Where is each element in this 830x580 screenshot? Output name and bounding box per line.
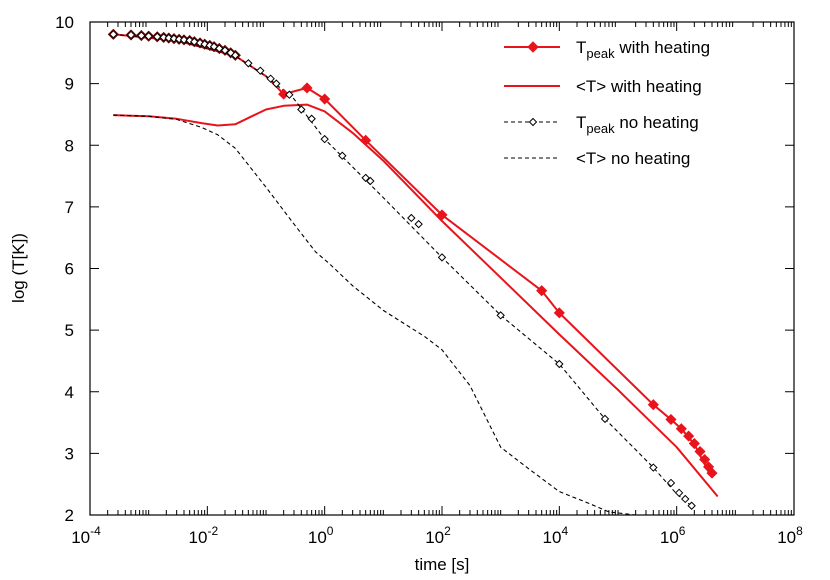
marker-0	[694, 445, 706, 458]
marker-2	[205, 41, 214, 50]
legend-marker-2	[528, 117, 538, 127]
marker-2	[266, 74, 275, 83]
y-tick-labels: 2 3 4 5 6 7 8 9 10	[55, 13, 74, 525]
marker-2	[649, 463, 658, 472]
marker-2	[338, 151, 347, 160]
marker-2	[137, 31, 146, 40]
marker-2	[361, 173, 370, 183]
marker-2	[285, 90, 294, 99]
marker-2	[164, 33, 173, 43]
axis-ticks	[89, 21, 795, 516]
legend-label-0: Tpeak with heating	[576, 38, 710, 61]
marker-0	[665, 413, 677, 426]
marker-2	[220, 46, 230, 55]
y-tick-label: 4	[65, 383, 74, 402]
x-tick-label: 104	[543, 524, 569, 547]
legend-marker-0	[527, 41, 539, 53]
marker-0	[683, 430, 695, 442]
marker-2	[674, 488, 684, 498]
marker-2	[126, 30, 136, 40]
marker-0	[360, 134, 372, 146]
marker-2	[366, 176, 375, 186]
marker-2	[297, 105, 306, 114]
series-line-0	[113, 33, 710, 473]
marker-2	[272, 79, 281, 88]
marker-2	[496, 311, 505, 320]
x-tick-label: 102	[425, 524, 451, 547]
marker-2	[687, 501, 696, 510]
x-tick-label: 10-4	[71, 524, 101, 547]
marker-0	[706, 467, 718, 479]
marker-0	[675, 423, 687, 435]
x-tick-label: 108	[777, 524, 803, 547]
marker-0	[278, 88, 290, 100]
marker-2	[320, 134, 329, 144]
marker-2	[179, 35, 189, 45]
marker-2	[200, 39, 209, 49]
y-tick-label: 9	[65, 75, 74, 94]
series-line-2	[113, 33, 692, 507]
y-tick-label: 8	[65, 136, 74, 155]
y-tick-label: 3	[65, 444, 74, 463]
marker-2	[109, 30, 118, 39]
x-tick-label: 106	[660, 524, 686, 547]
marker-0	[436, 209, 448, 221]
marker-2	[153, 32, 162, 41]
legend-label-2: Tpeak no heating	[576, 113, 699, 136]
x-axis-label: time [s]	[415, 555, 470, 574]
marker-0	[688, 437, 700, 450]
marker-0	[319, 93, 331, 105]
marker-2	[144, 31, 153, 41]
marker-2	[256, 66, 265, 75]
marker-2	[195, 38, 205, 48]
marker-2	[555, 359, 564, 369]
marker-2	[437, 253, 447, 262]
marker-2	[190, 37, 199, 46]
marker-0	[301, 82, 313, 94]
legend-label-3: <T> no heating	[576, 149, 690, 168]
x-tick-label: 100	[308, 524, 334, 547]
marker-2	[174, 35, 184, 44]
x-tick-labels: 10-4 10-2 100 102 104 106 108	[71, 524, 803, 547]
marker-0	[553, 307, 565, 319]
plot-area	[89, 21, 795, 516]
marker-2	[307, 114, 316, 123]
x-tick-label: 10-2	[189, 524, 219, 547]
marker-2	[185, 36, 194, 45]
marker-2	[407, 213, 416, 223]
y-tick-label: 5	[65, 321, 74, 340]
marker-2	[600, 414, 610, 424]
marker-2	[159, 33, 168, 42]
marker-2	[244, 59, 253, 68]
y-tick-label: 2	[65, 506, 74, 525]
legend: Tpeak with heating <T> with heating Tpeak …	[504, 38, 710, 168]
series-lines	[113, 33, 719, 516]
y-tick-label: 7	[65, 198, 74, 217]
marker-2	[666, 478, 676, 488]
marker-2	[169, 34, 179, 43]
marker-0	[699, 453, 711, 466]
legend-label-1: <T> with heating	[576, 77, 702, 96]
marker-0	[536, 285, 548, 297]
y-axis-label: log (T[K])	[9, 233, 28, 303]
marker-0	[647, 399, 659, 411]
y-tick-label: 10	[55, 13, 74, 32]
series-markers	[107, 28, 718, 510]
y-tick-label: 6	[65, 260, 74, 279]
series-line-3	[113, 114, 636, 516]
marker-2	[681, 494, 690, 504]
marker-2	[231, 51, 240, 60]
marker-2	[414, 219, 423, 229]
series-line-1	[113, 103, 719, 498]
